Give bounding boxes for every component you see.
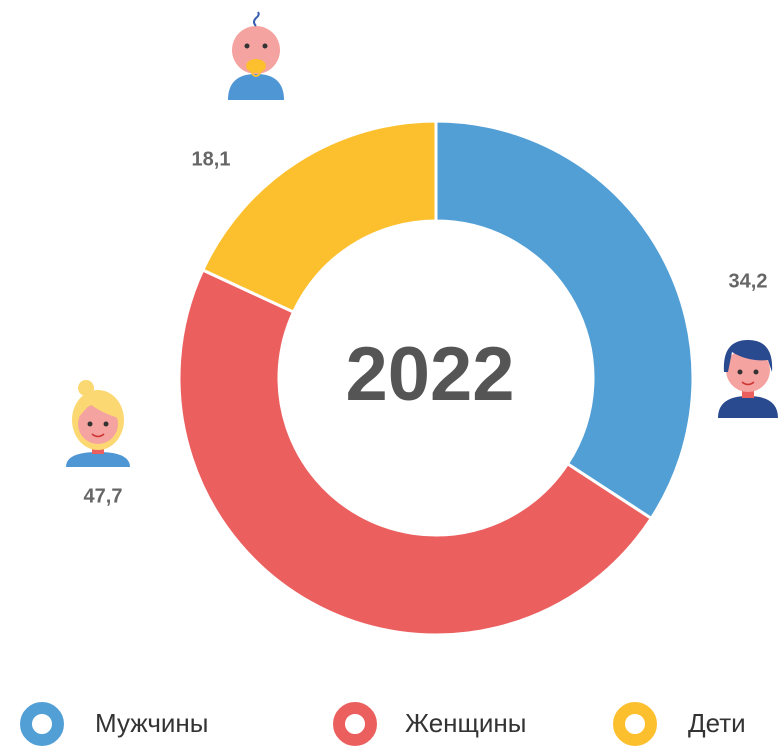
man-icon — [718, 340, 778, 418]
legend-swatch — [613, 702, 657, 746]
legend-swatch — [333, 702, 377, 746]
legend-label: Женщины — [405, 708, 526, 738]
value-label: 18,1 — [192, 148, 231, 170]
legend-swatch — [20, 702, 64, 746]
value-label: 47,7 — [84, 485, 123, 507]
donut-segment — [434, 119, 695, 521]
donut-segment — [177, 268, 654, 637]
legend-label: Дети — [688, 708, 746, 738]
value-label: 34,2 — [729, 270, 768, 292]
donut-segment — [200, 119, 438, 315]
center-title: 2022 — [345, 332, 514, 417]
baby-icon — [228, 11, 284, 100]
woman-icon — [66, 380, 130, 467]
legend-label: Мужчины — [95, 708, 208, 738]
